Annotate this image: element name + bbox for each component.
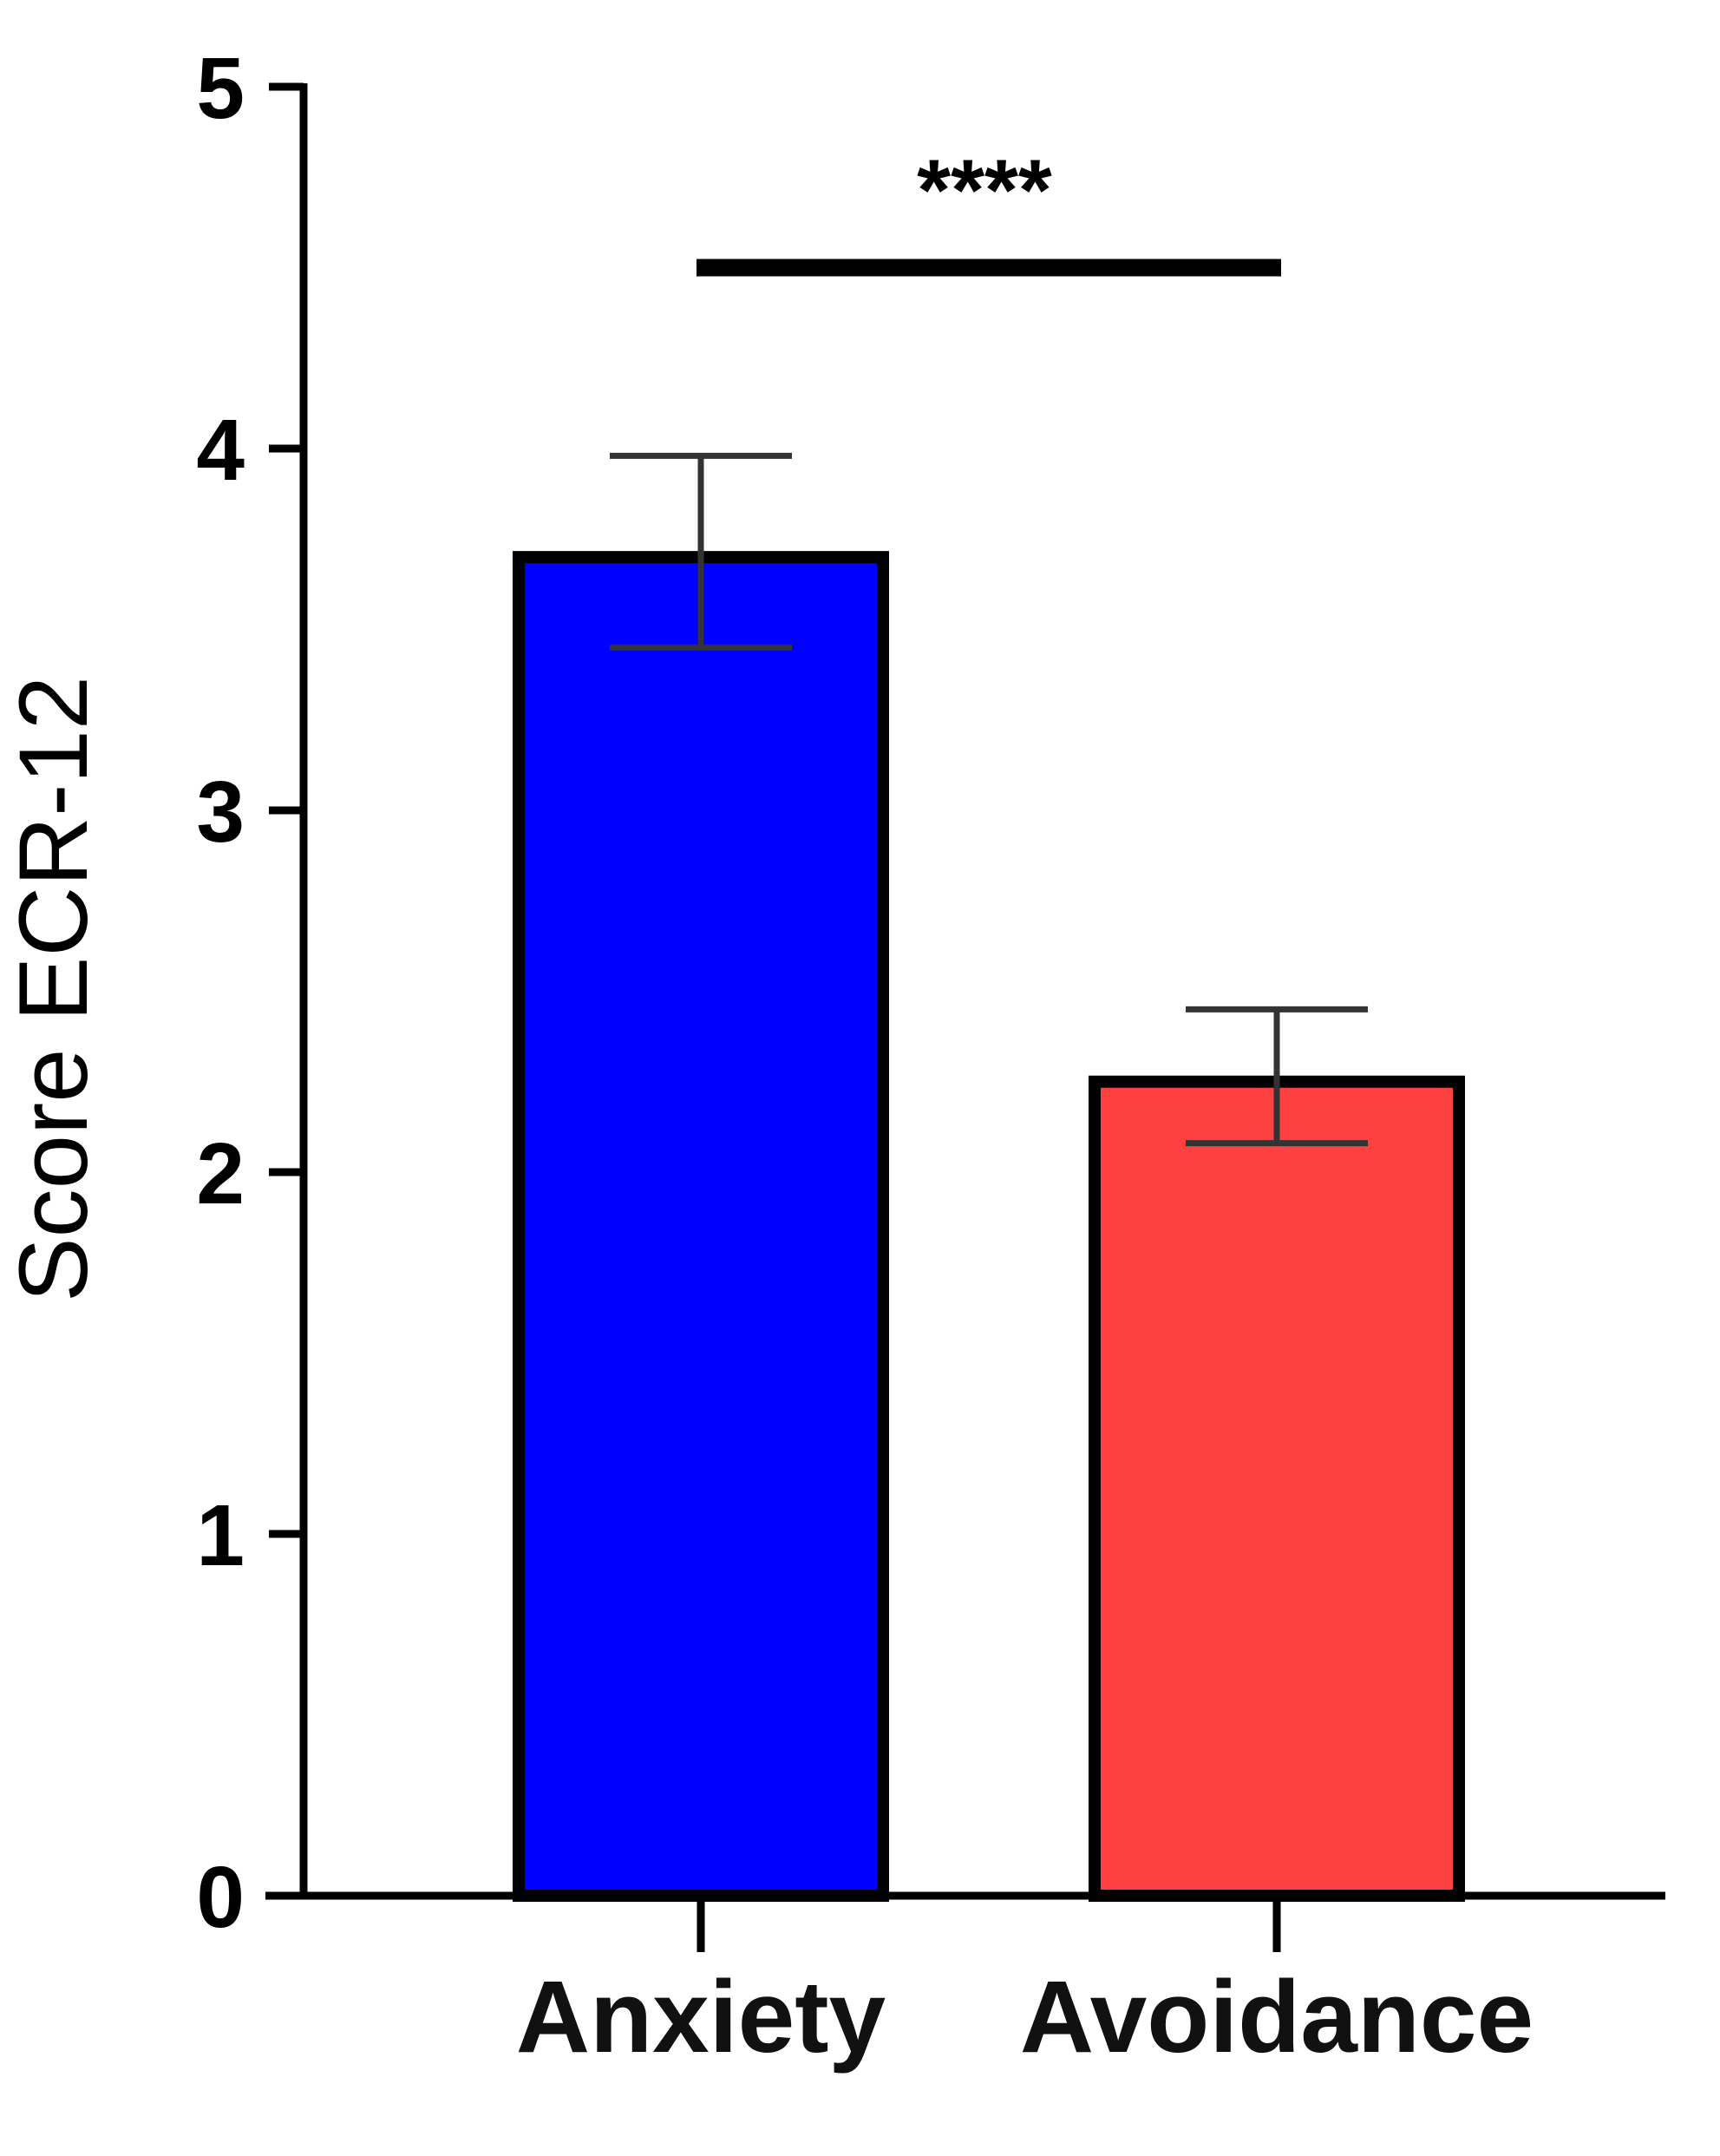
y-tick-label-1: 1 bbox=[196, 1487, 245, 1584]
significance-label: **** bbox=[917, 142, 1052, 239]
y-tick-label-5: 5 bbox=[196, 40, 245, 137]
x-tick-label-avoidance: Avoidance bbox=[1020, 1960, 1534, 2074]
bar-anxiety bbox=[513, 551, 889, 1902]
y-axis-title: Score ECR-12 bbox=[0, 676, 108, 1302]
y-tick-label-3: 3 bbox=[196, 763, 245, 861]
bar-avoidance bbox=[1089, 1075, 1465, 1902]
x-tick-label-anxiety: Anxiety bbox=[516, 1960, 886, 2074]
y-tick-label-0: 0 bbox=[196, 1849, 245, 1946]
y-tick-label-2: 2 bbox=[196, 1125, 245, 1222]
y-tick-label-4: 4 bbox=[196, 402, 245, 499]
